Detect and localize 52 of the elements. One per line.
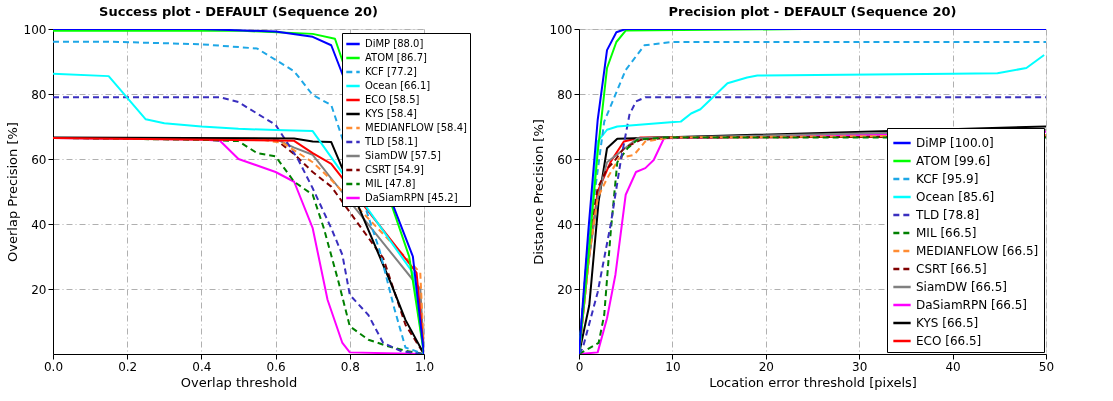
- legend-label: CSRT [54.9]: [365, 164, 424, 175]
- legend-label: DiMP [100.0]: [916, 136, 994, 150]
- x-tick-label: 0.8: [340, 359, 360, 374]
- y-tick-label: 60: [557, 152, 573, 167]
- x-tick-label: 0.2: [118, 359, 138, 374]
- y-tick-label: 80: [557, 87, 573, 102]
- x-tick-label: 50: [1038, 359, 1055, 374]
- legend-label: CSRT [66.5]: [916, 262, 987, 276]
- legend-label: MIL [47.8]: [365, 178, 416, 189]
- x-tick-label: 0: [575, 359, 584, 374]
- chart-title: Success plot - DEFAULT (Sequence 20): [99, 4, 378, 19]
- legend-label: DiMP [88.0]: [365, 38, 424, 49]
- y-axis-title: Distance Precision [%]: [530, 119, 546, 265]
- legend-label: KCF [77.2]: [365, 66, 418, 77]
- legend-label: Ocean [66.1]: [365, 80, 431, 91]
- y-axis-title: Overlap Precision [%]: [4, 122, 20, 262]
- y-tick-label: 80: [31, 87, 47, 102]
- legend-label: Ocean [85.6]: [916, 190, 995, 204]
- legend-label: DaSiamRPN [45.2]: [365, 192, 458, 203]
- legend-label: KCF [95.9]: [916, 172, 979, 186]
- x-tick-label: 0.6: [266, 359, 286, 374]
- y-tick-label: 40: [31, 217, 47, 232]
- legend-label: MEDIANFLOW [66.5]: [916, 244, 1039, 258]
- x-tick-label: 1.0: [414, 359, 435, 374]
- x-axis-title: Overlap threshold: [180, 374, 298, 390]
- legend-label: ATOM [99.6]: [916, 154, 991, 168]
- legend-label: ECO [58.5]: [365, 94, 420, 105]
- x-axis-title: Location error threshold [pixels]: [709, 374, 917, 390]
- y-tick-label: 20: [557, 282, 573, 297]
- legend-label: KYS [66.5]: [916, 316, 979, 330]
- y-tick-label: 100: [549, 22, 573, 37]
- x-tick-label: 40: [945, 359, 961, 374]
- legend-label: ATOM [86.7]: [365, 52, 428, 63]
- legend-label: TLD [78.8]: [915, 208, 980, 222]
- legend-label: DaSiamRPN [66.5]: [916, 298, 1028, 312]
- y-tick-label: 100: [23, 22, 47, 37]
- legend-label: SiamDW [57.5]: [365, 150, 441, 161]
- legend-label: MIL [66.5]: [916, 226, 977, 240]
- legend-label: MEDIANFLOW [58.4]: [365, 122, 467, 133]
- x-tick-label: 20: [758, 359, 774, 374]
- y-tick-label: 20: [31, 282, 47, 297]
- chart-title: Precision plot - DEFAULT (Sequence 20): [668, 4, 957, 19]
- x-tick-label: 0.0: [43, 359, 64, 374]
- y-tick-label: 40: [557, 217, 573, 232]
- legend-label: SiamDW [66.5]: [916, 280, 1007, 294]
- x-tick-label: 0.4: [192, 359, 212, 374]
- y-tick-label: 60: [31, 152, 47, 167]
- legend-label: TLD [58.1]: [364, 136, 418, 147]
- legend-label: KYS [58.4]: [365, 108, 417, 119]
- x-tick-label: 10: [665, 359, 681, 374]
- legend-label: ECO [66.5]: [916, 334, 982, 348]
- x-tick-label: 30: [852, 359, 868, 374]
